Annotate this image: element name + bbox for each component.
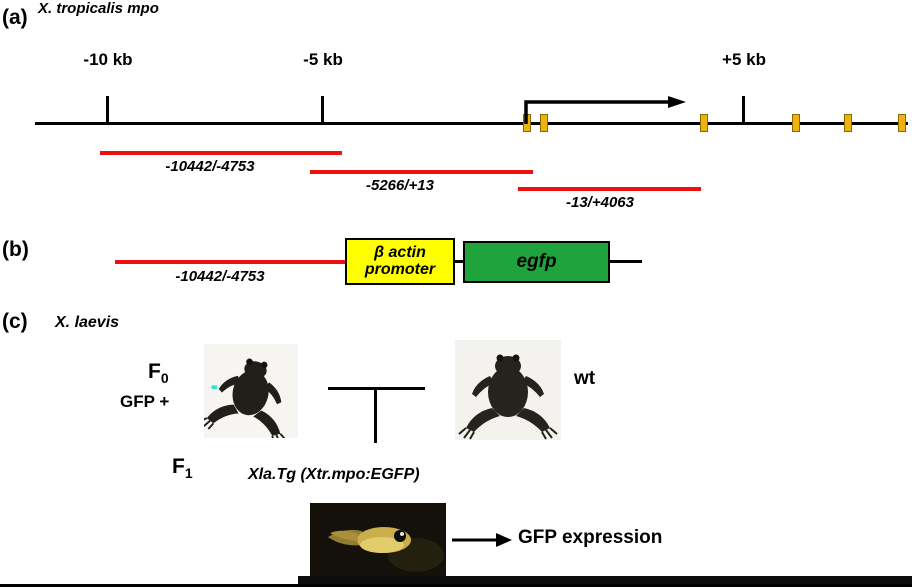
fragment-label-2: -5266/+13: [366, 177, 434, 194]
species-label: X. laevis: [55, 314, 120, 331]
promoter-label-line2: promoter: [364, 260, 436, 278]
panel-c-label: (c): [2, 310, 28, 333]
gene-title: X. tropicalis mpo: [38, 0, 159, 17]
transcription-start-arrow-icon: [518, 95, 693, 125]
egfp-reporter-box: egfp: [463, 241, 610, 283]
f0-frog-photo: [204, 344, 298, 438]
f0-subscript: 0: [160, 370, 169, 387]
f1-base: F: [172, 455, 185, 478]
tick-label-minus5kb: -5 kb: [303, 50, 343, 69]
construct-connector-line: [455, 260, 463, 263]
promoter-label-line1: β actin: [374, 243, 426, 261]
tick-label-minus10kb: -10 kb: [83, 50, 133, 69]
construct-fragment-label: -10442/-4753: [175, 268, 265, 285]
f1-subscript: 1: [184, 465, 193, 482]
tick-label-plus5kb: +5 kb: [722, 50, 766, 69]
wt-frog-photo: [455, 340, 561, 440]
genomic-axis-line: [35, 122, 908, 125]
construct-fragment-line: [115, 260, 345, 264]
gfp-expression-label: GFP expression: [518, 527, 663, 548]
tick-mark-plus5kb: [742, 96, 745, 123]
exon-marker: [792, 114, 800, 132]
construct-tail-line: [610, 260, 642, 263]
f0-generation-label: F0: [148, 360, 169, 386]
exon-marker: [540, 114, 548, 132]
exon-marker: [844, 114, 852, 132]
wt-label: wt: [574, 368, 596, 389]
f0-base: F: [148, 360, 161, 383]
fragment-line-1: [100, 151, 342, 155]
fragment-label-3: -13/+4063: [566, 194, 634, 211]
cross-symbol-vertical: [374, 387, 377, 443]
exon-marker: [898, 114, 906, 132]
exon-marker: [700, 114, 708, 132]
fragment-label-1: -10442/-4753: [165, 158, 255, 175]
f1-tadpole-photo: [310, 503, 446, 577]
transgenic-line-name: Xla.Tg (Xtr.mpo:EGFP): [248, 466, 420, 483]
beta-actin-promoter-box: β actin promoter: [345, 238, 455, 285]
egfp-label: egfp: [516, 251, 557, 273]
tick-mark-minus10kb: [106, 96, 109, 123]
tick-mark-minus5kb: [321, 96, 324, 123]
f1-generation-label: F1: [172, 455, 193, 481]
gfp-plus-label: GFP +: [120, 392, 170, 411]
panel-b-label: (b): [2, 238, 29, 261]
figure-bottom-rule: [0, 584, 912, 587]
panel-a-label: (a): [2, 6, 28, 29]
fragment-line-3: [518, 187, 701, 191]
result-arrow-icon: [452, 530, 514, 550]
cropped-photo-edge: [298, 576, 912, 587]
fragment-line-2: [310, 170, 533, 174]
